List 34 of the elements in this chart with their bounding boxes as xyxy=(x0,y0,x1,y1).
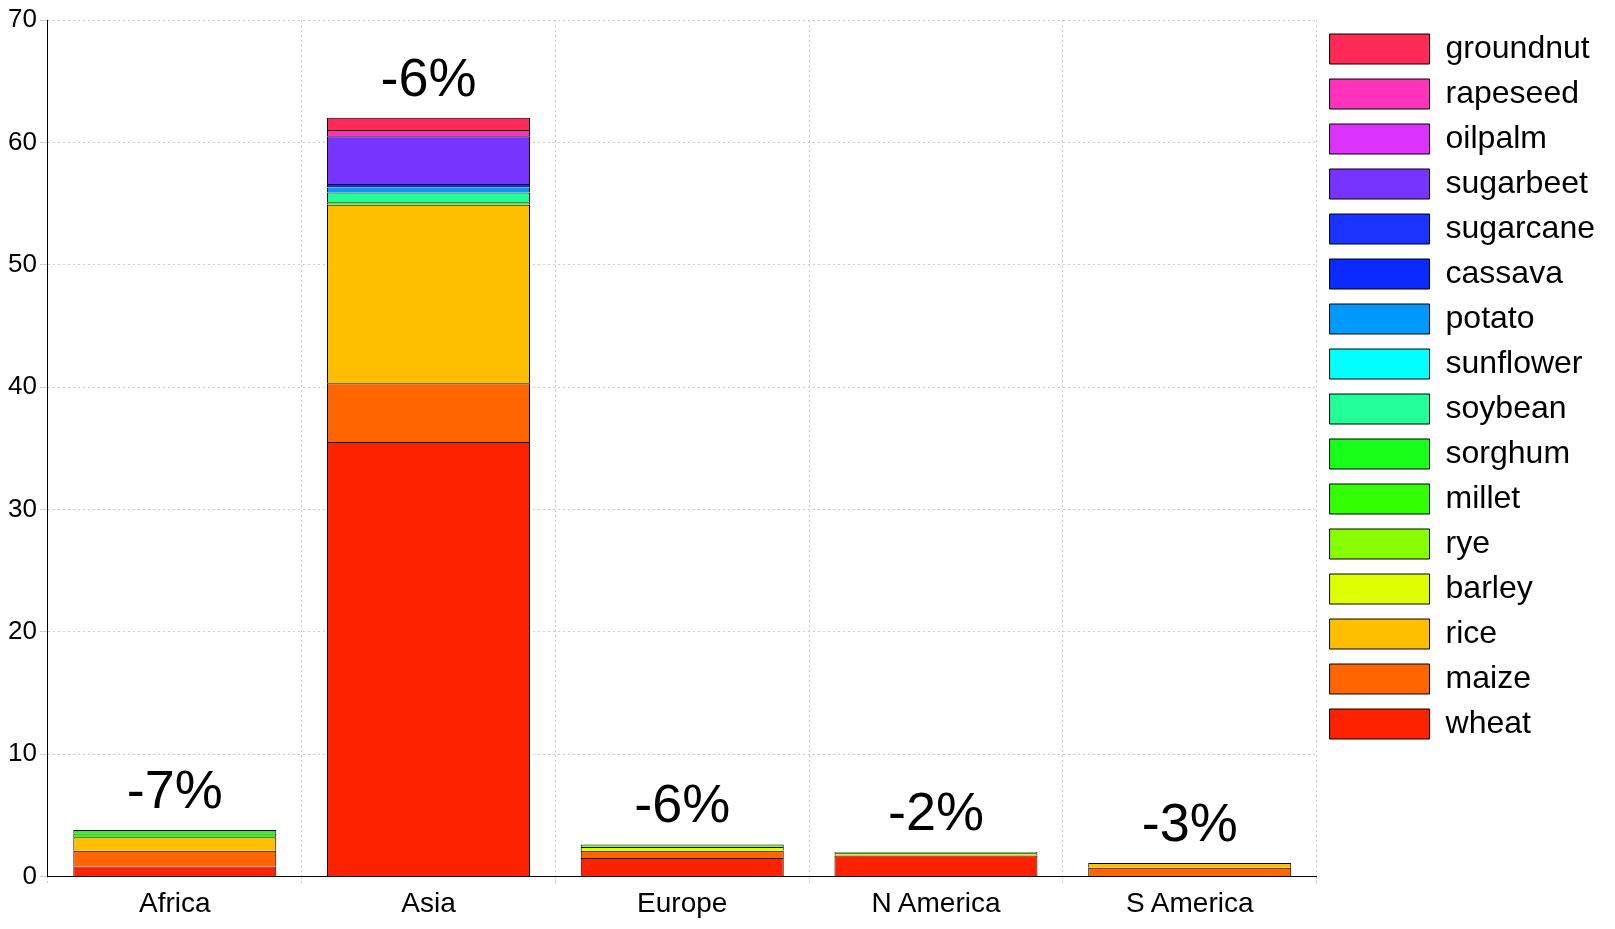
legend-label: cassava xyxy=(1445,253,1564,290)
x-tick-label: Africa xyxy=(139,886,211,918)
legend-label: rapeseed xyxy=(1445,73,1579,110)
x-tick-label: Europe xyxy=(637,886,728,918)
y-tick-label: 40 xyxy=(8,370,37,401)
y-tick-label: 60 xyxy=(8,125,37,156)
annotation: -2% xyxy=(887,780,984,841)
legend-label: rye xyxy=(1445,523,1491,560)
legend-label: groundnut xyxy=(1445,28,1590,65)
y-tick-label: 10 xyxy=(8,737,37,768)
annotation: -6% xyxy=(634,773,731,834)
y-tick-label: 0 xyxy=(22,859,37,890)
legend-label: rice xyxy=(1445,613,1498,650)
y-tick-label: 70 xyxy=(8,3,37,34)
legend-label: potato xyxy=(1445,298,1535,335)
legend-label: wheat xyxy=(1444,703,1532,740)
annotation: -3% xyxy=(1141,791,1238,852)
annotation: -7% xyxy=(126,758,223,819)
legend-label: maize xyxy=(1445,658,1531,695)
annotation: -6% xyxy=(380,46,477,107)
legend-label: sorghum xyxy=(1445,433,1571,470)
x-tick-label: Asia xyxy=(401,886,457,918)
x-tick-label: S America xyxy=(1125,886,1254,918)
legend-label: oilpalm xyxy=(1445,118,1547,155)
legend-label: sunflower xyxy=(1445,343,1583,380)
x-tick-label: N America xyxy=(871,886,1001,918)
legend-label: sugarbeet xyxy=(1445,163,1588,200)
legend-label: millet xyxy=(1445,478,1521,515)
legend-label: soybean xyxy=(1445,388,1567,425)
legend-label: sugarcane xyxy=(1445,208,1595,245)
legend-label: barley xyxy=(1445,568,1533,605)
y-tick-label: 20 xyxy=(8,614,37,645)
y-tick-label: 50 xyxy=(8,247,37,278)
y-tick-label: 30 xyxy=(8,492,37,523)
